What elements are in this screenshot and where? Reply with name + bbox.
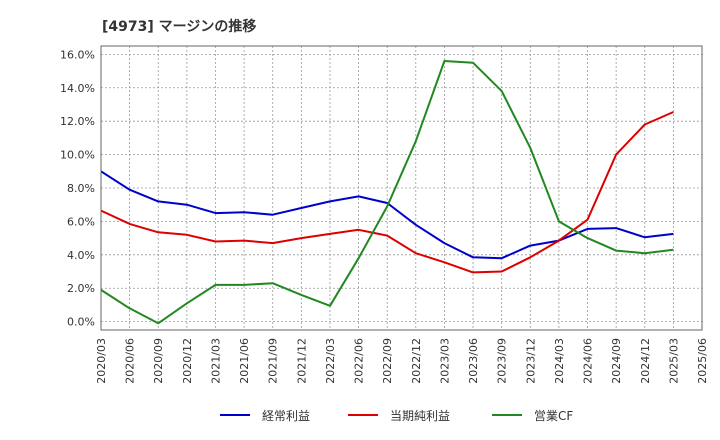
x-tick-label: 2024/12 [639,338,652,384]
y-tick-label: 16.0% [60,48,95,61]
y-tick-label: 2.0% [67,282,95,295]
y-axis: 0.0% 2.0% 4.0% 6.0% 8.0% 10.0% 12.0% 14.0% 16.0% [60,48,95,328]
y-tick-label: 14.0% [60,82,95,95]
plot-frame [100,45,703,331]
x-tick-label: 2025/03 [667,338,680,384]
y-tick-label: 10.0% [60,149,95,162]
grid-lines [100,46,703,330]
x-tick-label: 2023/03 [438,338,451,384]
y-tick-label: 8.0% [67,182,95,195]
x-tick-label: 2022/09 [381,338,394,384]
legend-label-1: 経常利益 [262,409,310,423]
legend-label-3: 営業CF [534,409,573,423]
x-tick-label: 2020/09 [152,338,165,384]
y-tick-label: 6.0% [67,215,95,228]
series-line-3 [100,60,674,325]
x-tick-label: 2024/03 [553,338,566,384]
x-tick-label: 2020/12 [181,338,194,384]
x-tick-label: 2022/03 [324,338,337,384]
chart-title: [4973] マージンの推移 [102,18,256,35]
x-tick-label: 2023/12 [524,338,537,384]
x-tick-label: 2024/09 [610,338,623,384]
x-tick-label: 2023/06 [467,338,480,384]
series-line-2 [100,111,674,274]
x-tick-label: 2022/06 [353,338,366,384]
legend-label-2: 当期純利益 [390,409,450,423]
x-tick-label: 2021/12 [295,338,308,384]
x-tick-label: 2025/06 [696,338,709,384]
x-tick-label: 2021/06 [238,338,251,384]
x-tick-label: 2020/03 [95,338,108,384]
x-tick-label: 2021/03 [209,338,222,384]
legend: 経常利益 当期純利益 営業CF [220,409,573,423]
x-axis: 2020/03 2020/06 2020/09 2020/12 2021/03 2021/… [95,338,709,384]
x-tick-label: 2022/12 [410,338,423,384]
y-tick-label: 0.0% [67,316,95,329]
series-lines [100,60,674,325]
x-tick-label: 2023/09 [496,338,509,384]
x-tick-label: 2021/09 [267,338,280,384]
y-tick-label: 12.0% [60,115,95,128]
y-tick-label: 4.0% [67,249,95,262]
x-tick-label: 2020/06 [124,338,137,384]
x-tick-label: 2024/06 [582,338,595,384]
